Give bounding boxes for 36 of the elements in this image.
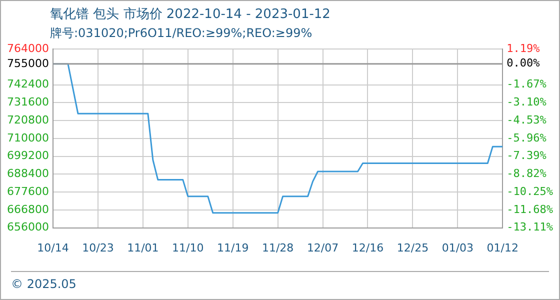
y-tick-label: 677600 bbox=[6, 184, 49, 198]
x-tick-label: 11/28 bbox=[262, 241, 294, 254]
y-tick-label: 656000 bbox=[6, 220, 49, 234]
chart-title: 氧化镨 包头 市场价 2022-10-14 - 2023-01-12 bbox=[50, 6, 330, 23]
y-tick-label: 731600 bbox=[6, 96, 49, 108]
y2-tick-label: -8.82% bbox=[506, 167, 547, 180]
y-tick-label: 720800 bbox=[6, 113, 49, 126]
y2-tick-label: -3.10% bbox=[506, 96, 547, 108]
x-tick-label: 12/16 bbox=[352, 241, 384, 254]
y-tick-label: 742400 bbox=[6, 78, 49, 91]
y2-tick-label: -11.68% bbox=[506, 202, 554, 216]
y-tick-label: 699200 bbox=[6, 149, 49, 162]
y2-tick-label: 0.00% bbox=[506, 56, 540, 70]
x-tick-label: 10/14 bbox=[37, 241, 69, 254]
x-tick-label: 01/12 bbox=[486, 241, 518, 254]
x-tick-label: 12/25 bbox=[396, 241, 429, 254]
y-tick-label: 710000 bbox=[6, 131, 49, 144]
x-tick-label: 10/23 bbox=[82, 241, 114, 254]
y2-tick-label: -10.25% bbox=[506, 184, 554, 198]
y2-tick-label: -5.96% bbox=[506, 131, 547, 144]
y2-tick-label: -4.53% bbox=[506, 113, 547, 126]
x-tick-label: 11/10 bbox=[172, 241, 204, 254]
y-tick-label: 688400 bbox=[6, 167, 49, 180]
y-tick-label: 755000 bbox=[6, 56, 49, 70]
chart-subtitle: 牌号:031020;Pr6O11/REO:≥99%;REO:≥99% bbox=[50, 25, 312, 42]
y-tick-label: 764000 bbox=[6, 42, 49, 55]
y2-tick-label: -1.67% bbox=[506, 78, 547, 91]
x-tick-label: 11/19 bbox=[217, 241, 249, 254]
text: © 2025.05 bbox=[11, 277, 76, 291]
x-tick-label: 01/03 bbox=[442, 241, 474, 254]
y2-tick-label: 1.19% bbox=[506, 42, 540, 55]
y2-tick-label: -7.39% bbox=[506, 149, 547, 162]
y-tick-label: 666800 bbox=[6, 202, 49, 216]
y2-tick-label: -13.11% bbox=[506, 220, 554, 234]
x-tick-label: 12/07 bbox=[306, 241, 339, 254]
x-tick-label: 11/01 bbox=[127, 241, 159, 254]
